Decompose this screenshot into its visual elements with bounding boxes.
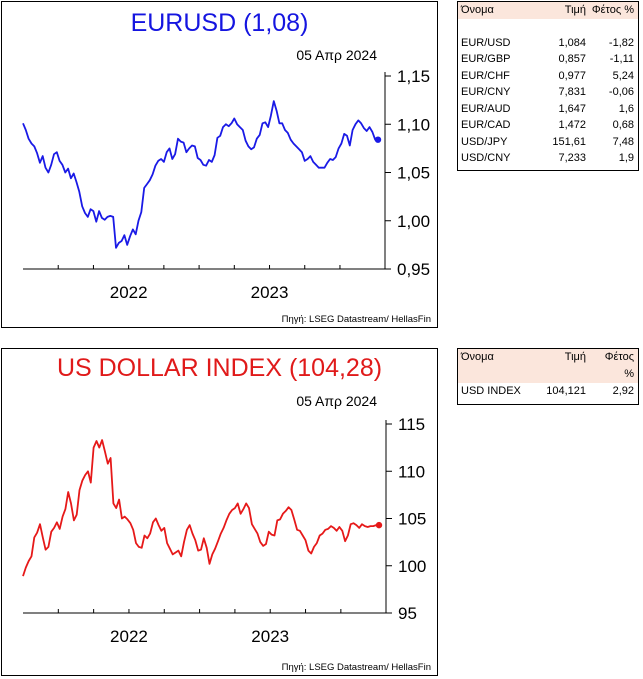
cell-name: EUR/USD [461,36,511,49]
cell-ytd: 1,9 [618,152,634,164]
chart-title: US DOLLAR INDEX (104,28) [56,354,383,382]
dollar-index-line-chart: 95 100 105 110 115 2022 2023 [22,415,426,646]
cell-price: 7,233 [558,152,586,164]
last-value-marker [375,521,383,529]
chart-date: 05 Απρ 2024 [296,47,377,63]
cell-ytd: 7,48 [612,135,634,148]
cell-ytd: 5,24 [612,69,634,82]
x-tick-label: 2022 [110,283,148,302]
dollar-index-chart-panel: US DOLLAR INDEX (104,28) 05 Απρ 2024 95 1… [1,348,438,676]
col-header-price: Τιμή [564,4,586,16]
cell-name: USD INDEX [461,385,521,397]
table-row: USD INDEX 104,121 2,92 [458,383,638,400]
y-tick-label: 95 [398,604,417,623]
cell-price: 0,977 [558,69,586,82]
cell-price: 7,831 [558,86,586,98]
cell-name: EUR/AUD [461,102,511,115]
x-tick-label: 2023 [251,627,289,646]
y-tick-label: 110 [398,462,425,481]
cell-name: USD/JPY [461,135,508,148]
cell-ytd: 2,92 [612,385,634,397]
y-tick-label: 1,05 [397,164,430,183]
eurusd-line-chart: 0,95 1,00 1,05 1,10 1,15 2022 2023 [22,67,430,302]
cell-price: 104,121 [546,385,586,397]
col-header-price: Τιμή [564,351,586,363]
y-tick-label: 1,15 [397,67,430,86]
eurusd-chart-panel: EURUSD (1,08) 05 Απρ 2024 0,95 1,00 1,05 1,… [1,1,438,328]
cell-ytd: -0,06 [608,86,634,98]
y-tick-label: 1,00 [397,212,430,231]
y-tick-label: 105 [398,510,426,529]
table-row: EUR/CNY 7,831 -0,06 [458,84,638,101]
y-tick-label: 100 [398,557,426,576]
col-header-ytd-unit: % [624,367,634,380]
cell-price: 0,857 [558,53,586,65]
table-row: USD/JPY 151,61 7,48 [458,134,638,151]
cell-ytd: 0,68 [612,119,634,131]
col-header-ytd: Φέτος % [591,4,634,16]
col-header-name: Όνομα [461,351,494,363]
cell-ytd: 1,6 [618,102,634,115]
x-tick-label: 2023 [251,283,289,302]
cell-name: USD/CNY [461,152,511,164]
cell-name: EUR/CNY [461,86,511,98]
chart-title: EURUSD (1,08) [130,9,309,37]
col-header-name: Όνομα [461,4,494,16]
col-header-ytd: Φέτος [604,351,634,363]
chart-source: Πηγή: LSEG Datastream/ HellasFin [281,662,431,673]
chart-source: Πηγή: LSEG Datastream/ HellasFin [281,314,431,325]
fx-rates-table: Όνομα Τιμή Φέτος % EUR/USD 1,084 -1,82 EUR/… [457,1,639,171]
cell-name: EUR/CHF [461,69,510,82]
series-line [22,439,379,577]
table-header-row: Όνομα Τιμή Φέτος % [458,349,638,383]
cell-price: 1,472 [558,119,586,131]
cell-ytd: -1,11 [609,53,634,65]
table-row: USD/CNY 7,233 1,9 [458,150,638,167]
cell-name: EUR/GBP [461,53,511,65]
cell-name: EUR/CAD [461,119,511,131]
series-line [22,100,378,249]
table-row: EUR/CAD 1,472 0,68 [458,117,638,134]
y-tick-label: 1,10 [397,115,430,134]
x-tick-label: 2022 [110,627,148,646]
last-value-marker [374,136,382,143]
dollar-index-table: Όνομα Τιμή Φέτος % USD INDEX 104,121 2,92 [457,348,639,405]
table-row: EUR/USD 1,084 -1,82 [458,35,638,52]
cell-price: 1,647 [558,102,586,115]
y-tick-label: 0,95 [397,260,430,279]
cell-ytd: -1,82 [608,36,634,49]
y-tick-label: 115 [398,415,425,434]
cell-price: 1,084 [558,36,586,49]
table-row: EUR/GBP 0,857 -1,11 [458,51,638,68]
table-row: EUR/AUD 1,647 1,6 [458,101,638,118]
cell-price: 151,61 [552,135,586,148]
table-header-row: Όνομα Τιμή Φέτος % [458,2,638,19]
table-row: EUR/CHF 0,977 5,24 [458,68,638,85]
chart-date: 05 Απρ 2024 [296,393,377,409]
